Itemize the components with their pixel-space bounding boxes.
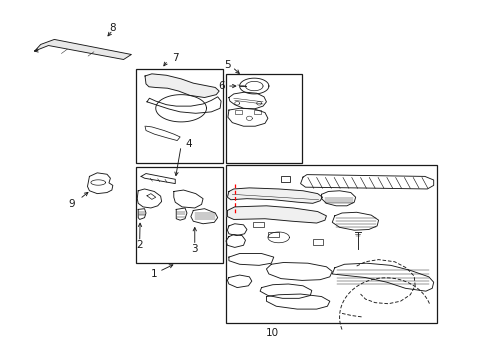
Text: 4: 4 bbox=[185, 139, 191, 149]
Bar bbox=[253, 222, 264, 227]
Bar bbox=[254, 111, 261, 114]
Polygon shape bbox=[227, 206, 326, 223]
Polygon shape bbox=[227, 188, 322, 203]
Text: 2: 2 bbox=[136, 240, 142, 250]
Bar bbox=[136, 69, 223, 163]
Bar bbox=[267, 231, 278, 237]
Bar bbox=[225, 74, 301, 163]
Polygon shape bbox=[145, 74, 219, 98]
Text: 1: 1 bbox=[151, 269, 157, 279]
Bar bbox=[136, 167, 223, 263]
Text: 8: 8 bbox=[109, 23, 116, 33]
Text: 7: 7 bbox=[172, 53, 178, 63]
Bar bbox=[225, 165, 436, 323]
Bar bbox=[312, 239, 323, 244]
Text: 5: 5 bbox=[224, 59, 230, 69]
Polygon shape bbox=[35, 40, 131, 59]
Bar bbox=[234, 111, 241, 114]
Text: 10: 10 bbox=[265, 328, 279, 338]
Bar bbox=[281, 176, 289, 182]
Text: 3: 3 bbox=[191, 244, 198, 254]
Text: 6: 6 bbox=[217, 81, 224, 91]
Text: 9: 9 bbox=[68, 199, 75, 210]
